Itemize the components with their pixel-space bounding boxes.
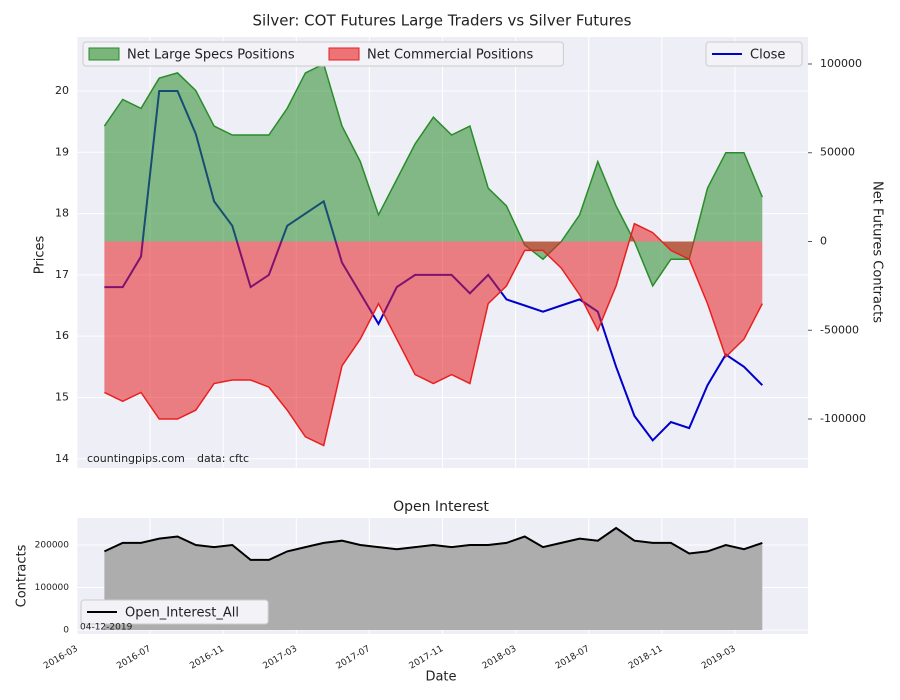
annotation: countingpips.com [87, 452, 185, 465]
legend-box [705, 41, 803, 67]
legend-label: Close [750, 48, 785, 63]
legend-label: Open_Interest_All [125, 606, 239, 621]
area [104, 64, 763, 286]
y2-tick-label: 100000 [820, 57, 862, 70]
y2-tick-label: 50000 [820, 146, 855, 159]
legend-swatch [88, 47, 120, 61]
line [104, 222, 763, 447]
y-tick-label: 20 [55, 84, 69, 97]
line [103, 526, 763, 561]
legend-swatch [328, 47, 360, 61]
annotation: data: cftc [197, 452, 249, 465]
layer: 14 15 16 17 18 19 20 -100000 -50000 0 50000 100000 N… [35, 37, 866, 672]
legend-box [80, 599, 269, 625]
chart-title: Silver: COT Futures Large Traders vs Sil… [253, 12, 632, 30]
x-axis-label: Date [425, 670, 456, 685]
y2-tick-label: -100000 [820, 412, 866, 425]
y-tick-label: 16 [55, 329, 69, 342]
y-tick-label: 100000 [35, 583, 70, 593]
y-tick-label: 18 [55, 207, 69, 220]
area [104, 528, 763, 630]
y-tick-label: 17 [55, 268, 69, 281]
y-axis-label: Prices [33, 236, 48, 275]
annotation: 04-12-2019 [80, 623, 133, 633]
line [103, 62, 763, 288]
legend-label: Net Large Specs Positions [127, 48, 295, 63]
y2-axis-label: Net Futures Contracts [870, 181, 885, 323]
y2-tick-label: -50000 [820, 323, 859, 336]
y-tick-label: 19 [55, 145, 69, 158]
y-tick-label: 14 [55, 452, 69, 465]
y2-tick-label: 0 [820, 234, 827, 247]
y-tick-label: 0 [63, 626, 69, 636]
legend-label: Net Commercial Positions [367, 48, 533, 63]
y-axis-label: Contracts [15, 544, 30, 607]
y-tick-label: 200000 [35, 540, 70, 550]
y-tick-label: 15 [55, 390, 69, 403]
chart-title: Open Interest [393, 499, 489, 515]
area [104, 223, 763, 446]
legend-box [82, 41, 564, 67]
